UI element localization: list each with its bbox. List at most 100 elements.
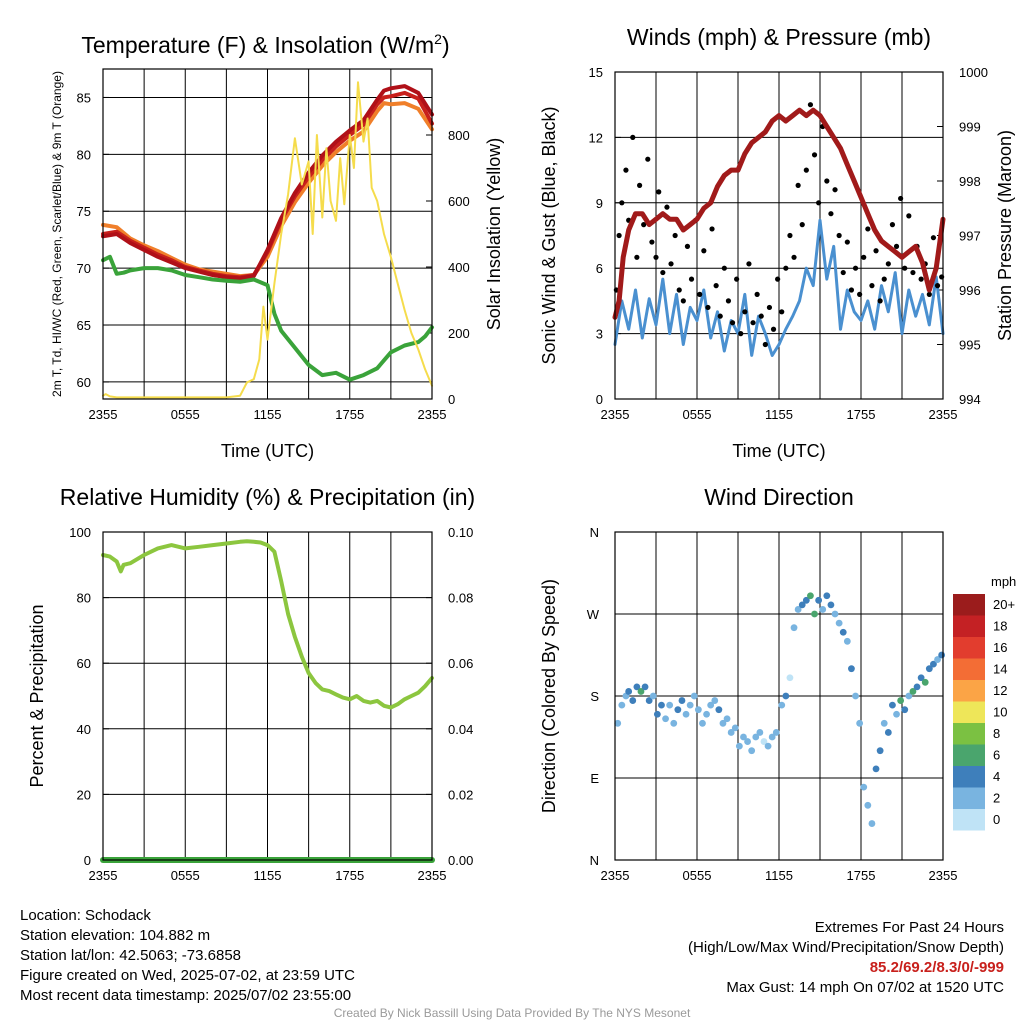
direction-point xyxy=(827,601,835,609)
dewpoint-line xyxy=(101,254,434,382)
gust-point xyxy=(653,254,659,260)
location-text: Location: Schodack xyxy=(20,907,151,924)
gust-point xyxy=(873,248,879,254)
gust-point xyxy=(725,298,732,304)
rh-line xyxy=(101,539,434,710)
x-tick-label: 2355 xyxy=(929,407,958,422)
x-tick-label: 1155 xyxy=(254,407,282,422)
y-tick-label: 12 xyxy=(589,130,603,145)
gust-point xyxy=(664,204,670,210)
gust-point xyxy=(676,287,682,293)
legend-swatch xyxy=(953,637,985,659)
y2-tick-label: 400 xyxy=(448,260,470,275)
direction-point xyxy=(786,674,794,682)
direction-point xyxy=(925,665,933,673)
plot-frame xyxy=(614,531,944,861)
direction-point xyxy=(690,692,698,700)
direction-point xyxy=(678,697,686,704)
wind-line xyxy=(613,218,945,357)
gust-point xyxy=(762,341,768,348)
y-tick-label: 80 xyxy=(77,147,91,162)
x-axis-label: Time (UTC) xyxy=(732,441,825,461)
gust-point xyxy=(803,167,809,173)
direction-point xyxy=(614,719,622,727)
gust-point xyxy=(668,261,674,267)
x-tick-label: 2355 xyxy=(418,868,447,883)
direction-point xyxy=(633,683,641,691)
direction-point xyxy=(794,606,802,613)
y2-tick-label: 200 xyxy=(448,326,470,341)
gust-point xyxy=(701,248,707,254)
y2-tick-label: 994 xyxy=(959,392,981,407)
y2-tick-label: 800 xyxy=(448,128,470,143)
gust-point xyxy=(799,222,805,228)
station-info: Location: Schodack Station elevation: 10… xyxy=(20,906,355,1006)
elevation-text: Station elevation: 104.882 m xyxy=(20,927,211,944)
direction-point xyxy=(686,701,694,709)
gust-point xyxy=(766,304,773,311)
y2-tick-label: 1000 xyxy=(959,65,988,80)
direction-point xyxy=(752,733,760,741)
direction-point xyxy=(901,706,909,714)
y-axis-label: 2m T, Td, HI/WC (Red, Green, Scarlet/Blu… xyxy=(50,71,64,397)
gust-point xyxy=(672,232,678,239)
gust-point xyxy=(717,313,723,319)
y-tick-label: 40 xyxy=(77,722,91,737)
legend-swatch xyxy=(953,615,985,637)
created-text: Figure created on Wed, 2025-07-02, at 23… xyxy=(20,967,355,984)
direction-point xyxy=(930,660,937,668)
legend-label: 12 xyxy=(993,683,1007,698)
gust-point xyxy=(828,211,834,217)
temp_9m-line xyxy=(101,101,434,279)
direction-point xyxy=(768,733,776,741)
gust-point xyxy=(645,156,651,162)
x-tick-label: 1755 xyxy=(847,407,876,422)
x-tick-label: 0555 xyxy=(683,407,712,422)
max-gust-text: Max Gust: 14 mph On 07/02 at 1520 UTC xyxy=(726,979,1004,996)
direction-point xyxy=(670,719,678,727)
direction-point xyxy=(815,596,823,604)
gust-point xyxy=(649,239,655,245)
direction-point xyxy=(649,692,657,700)
legend-label: 18 xyxy=(993,619,1007,634)
direction-point xyxy=(735,742,743,750)
direction-point xyxy=(913,683,921,691)
legend-swatch xyxy=(953,766,985,788)
panel-title: Winds (mph) & Pressure (mb) xyxy=(627,24,931,50)
y-tick-label: N xyxy=(590,525,599,540)
plot-frame xyxy=(102,531,433,861)
direction-point xyxy=(618,701,626,709)
gust-point xyxy=(930,235,937,241)
y-tick-label: 100 xyxy=(69,525,91,540)
legend-title: mph xyxy=(991,574,1016,589)
direction-point xyxy=(711,697,719,704)
legend-label: 6 xyxy=(993,748,1000,763)
y-tick-label: 3 xyxy=(596,327,603,342)
legend-label: 16 xyxy=(993,640,1007,655)
y-tick-label: 6 xyxy=(596,261,603,276)
y2-axis-label: Solar Insolation (Yellow) xyxy=(484,138,504,330)
legend-label: 2 xyxy=(993,791,1000,806)
direction-point xyxy=(782,692,790,700)
direction-point xyxy=(658,701,665,709)
y2-tick-label: 996 xyxy=(959,283,981,298)
gust-point xyxy=(926,291,932,297)
solar-line xyxy=(102,81,433,399)
panel-title: Wind Direction xyxy=(704,484,854,510)
legend-swatch xyxy=(953,658,985,680)
direction-point xyxy=(831,610,839,618)
y2-tick-label: 998 xyxy=(959,174,981,189)
gust-point xyxy=(680,298,686,304)
gust-point xyxy=(637,182,643,188)
gust-point xyxy=(824,178,830,184)
direction-point xyxy=(843,637,851,645)
direction-point xyxy=(876,747,884,755)
direction-point xyxy=(880,719,888,727)
y-tick-label: 60 xyxy=(77,375,91,390)
extremes-values: 85.2/69.2/8.3/0/-999 xyxy=(869,959,1004,976)
x-tick-label: 0555 xyxy=(683,868,712,883)
heat_index-line xyxy=(101,84,434,281)
legend-swatch xyxy=(953,787,985,809)
gust-point xyxy=(906,213,912,219)
